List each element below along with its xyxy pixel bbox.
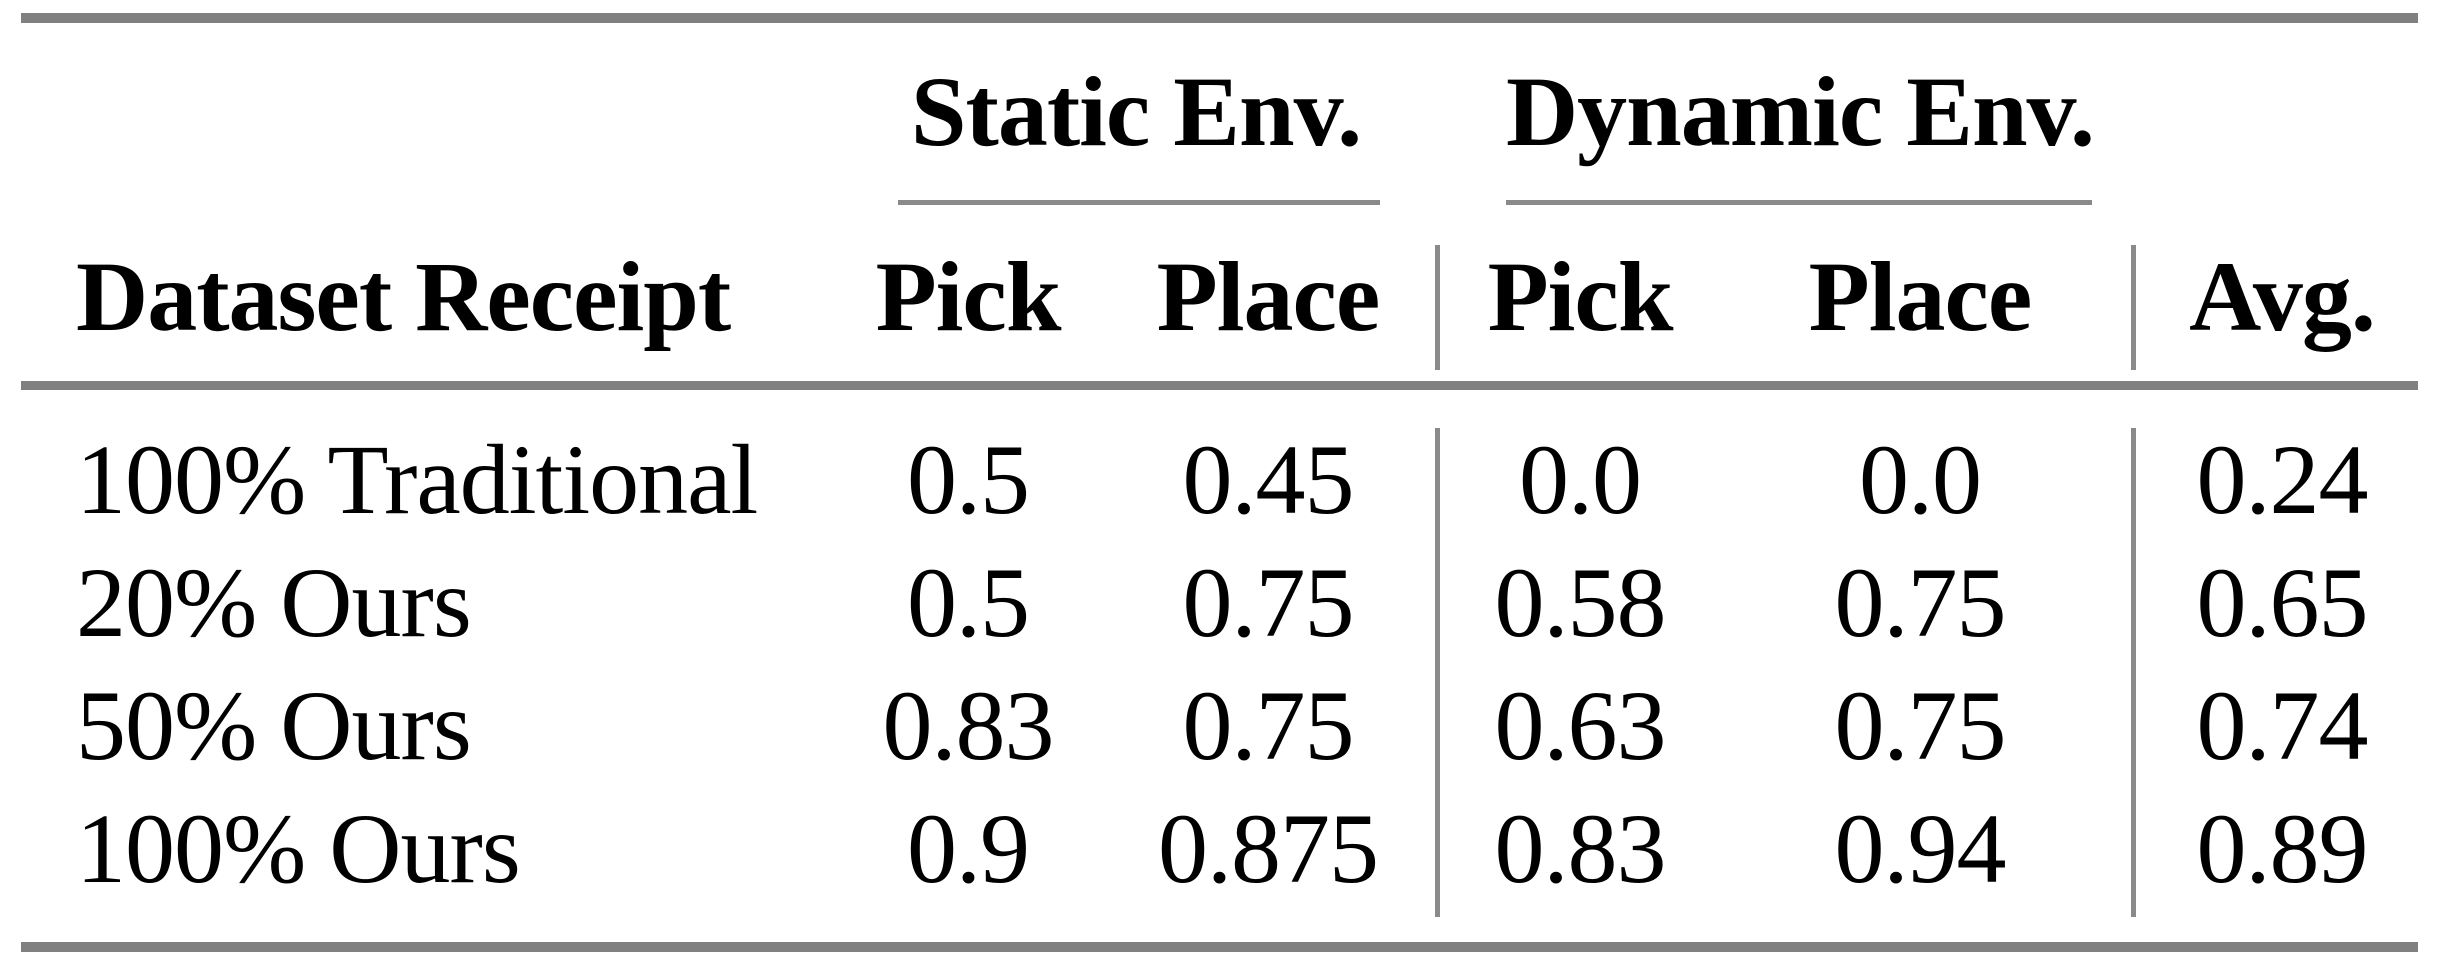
table-cell: 0.83 [1494, 793, 1667, 904]
row-label: 50% Ours [76, 670, 472, 781]
vertical-rule-static-dynamic-header [1435, 245, 1440, 370]
row-label: 100% Traditional [76, 424, 758, 535]
table-cell: 0.58 [1494, 547, 1667, 658]
column-header-static-pick: Pick [875, 241, 1062, 352]
group-header-static-env: Static Env. [910, 56, 1362, 167]
table-cell: 0.0 [1859, 424, 1982, 535]
table-top-rule [21, 13, 2418, 23]
column-header-avg: Avg. [2189, 241, 2376, 352]
table-cell: 0.65 [2196, 547, 2369, 658]
column-header-dynamic-pick: Pick [1487, 241, 1674, 352]
column-header-dataset-receipt: Dataset Receipt [76, 241, 731, 352]
cmidrule-static-env [898, 200, 1380, 205]
table-cell: 0.875 [1158, 793, 1379, 904]
table-cell: 0.75 [1182, 670, 1355, 781]
vertical-rule-dynamic-avg-body [2131, 428, 2136, 917]
table-cell: 0.75 [1834, 670, 2007, 781]
table-cell: 0.9 [907, 793, 1030, 904]
group-header-dynamic-env: Dynamic Env. [1505, 56, 2095, 167]
table-cell: 0.75 [1182, 547, 1355, 658]
table-cell: 0.94 [1834, 793, 2007, 904]
table-mid-rule [21, 381, 2418, 390]
column-header-dynamic-place: Place [1808, 241, 2033, 352]
table-cell: 0.45 [1182, 424, 1355, 535]
table-cell: 0.75 [1834, 547, 2007, 658]
vertical-rule-dynamic-avg-header [2131, 245, 2136, 370]
table-cell: 0.24 [2196, 424, 2369, 535]
table-cell: 0.0 [1519, 424, 1642, 535]
table-cell: 0.83 [882, 670, 1055, 781]
table-cell: 0.74 [2196, 670, 2369, 781]
table-bottom-rule [21, 942, 2418, 952]
cmidrule-dynamic-env [1506, 200, 2092, 205]
table-cell: 0.63 [1494, 670, 1667, 781]
column-header-static-place: Place [1156, 241, 1381, 352]
table-cell: 0.89 [2196, 793, 2369, 904]
table-cell: 0.5 [907, 547, 1030, 658]
row-label: 20% Ours [76, 547, 472, 658]
table-cell: 0.5 [907, 424, 1030, 535]
vertical-rule-static-dynamic-body [1435, 428, 1440, 917]
row-label: 100% Ours [76, 793, 521, 904]
